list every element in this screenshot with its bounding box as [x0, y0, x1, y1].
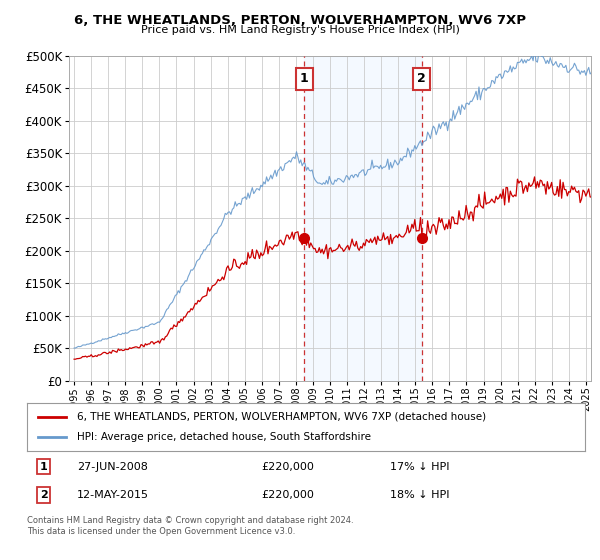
Text: £220,000: £220,000: [262, 461, 314, 472]
Text: HPI: Average price, detached house, South Staffordshire: HPI: Average price, detached house, Sout…: [77, 432, 371, 442]
Text: 2: 2: [40, 490, 47, 500]
Text: Contains HM Land Registry data © Crown copyright and database right 2024.
This d: Contains HM Land Registry data © Crown c…: [27, 516, 353, 536]
Text: £220,000: £220,000: [262, 490, 314, 500]
Text: 2: 2: [417, 72, 426, 85]
Text: 17% ↓ HPI: 17% ↓ HPI: [390, 461, 449, 472]
Bar: [304, 56, 422, 381]
Text: 18% ↓ HPI: 18% ↓ HPI: [390, 490, 449, 500]
Text: 6, THE WHEATLANDS, PERTON, WOLVERHAMPTON, WV6 7XP (detached house): 6, THE WHEATLANDS, PERTON, WOLVERHAMPTON…: [77, 412, 487, 422]
Text: 1: 1: [40, 461, 47, 472]
Text: Price paid vs. HM Land Registry's House Price Index (HPI): Price paid vs. HM Land Registry's House …: [140, 25, 460, 35]
Text: 12-MAY-2015: 12-MAY-2015: [77, 490, 149, 500]
Text: 1: 1: [300, 72, 309, 85]
Text: 27-JUN-2008: 27-JUN-2008: [77, 461, 148, 472]
Text: 6, THE WHEATLANDS, PERTON, WOLVERHAMPTON, WV6 7XP: 6, THE WHEATLANDS, PERTON, WOLVERHAMPTON…: [74, 14, 526, 27]
